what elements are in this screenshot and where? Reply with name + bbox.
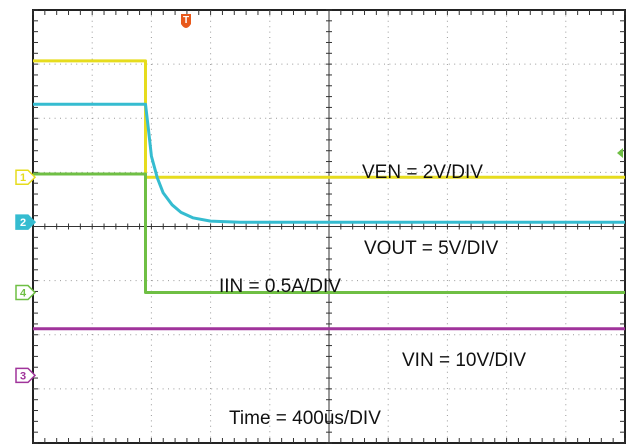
channel-marker-text: 4 <box>20 288 27 300</box>
channel-marker-text: 2 <box>20 217 26 229</box>
ven-label: VEN = 2V/DIV <box>362 162 483 183</box>
iin-label: IIN = 0.5A/DIV <box>219 276 341 297</box>
trigger-marker: T <box>181 14 191 28</box>
trace-ch2 <box>33 102 625 224</box>
channel-marker-3: 3 <box>15 367 37 384</box>
trigger-level-arrow <box>617 148 623 158</box>
trace-ch4 <box>33 172 625 294</box>
traces <box>33 59 625 331</box>
graticule <box>32 9 626 444</box>
channel-marker-text: 1 <box>20 172 26 184</box>
time-label: Time = 400us/DIV <box>229 408 381 429</box>
vin-label: VIN = 10V/DIV <box>402 350 526 371</box>
channel-marker-2: 2 <box>15 214 37 230</box>
channel-marker-4: 4 <box>15 284 37 301</box>
trace-ch1 <box>33 59 625 179</box>
trigger-marker-text: T <box>183 15 189 26</box>
channel-markers: 1 2 4 3 <box>15 169 37 384</box>
channel-marker-text: 3 <box>20 370 26 382</box>
vout-label: VOUT = 5V/DIV <box>364 238 499 259</box>
channel-marker-1: 1 <box>15 169 37 185</box>
